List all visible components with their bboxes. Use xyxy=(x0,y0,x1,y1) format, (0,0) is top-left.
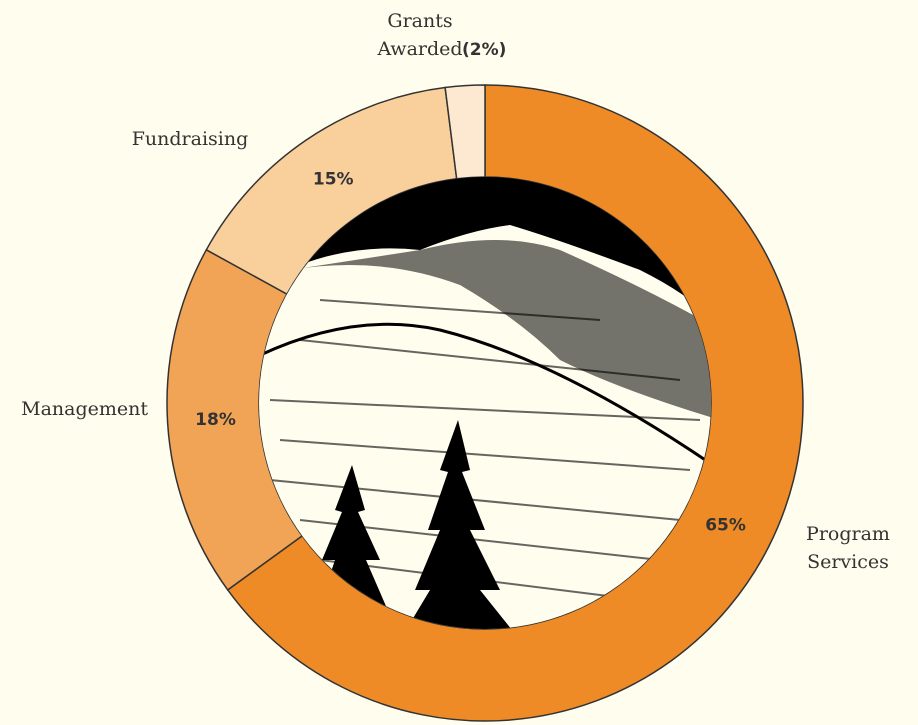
segment-name: Fundraising xyxy=(132,128,249,150)
chart: ProgramServices65%Management18%Fundraisi… xyxy=(0,0,918,725)
value-label: 65% xyxy=(705,516,746,536)
segment-name: Management xyxy=(21,398,148,420)
value-label: (2%) xyxy=(462,40,506,60)
value-label: 15% xyxy=(313,170,354,190)
value-label: 18% xyxy=(195,410,236,430)
